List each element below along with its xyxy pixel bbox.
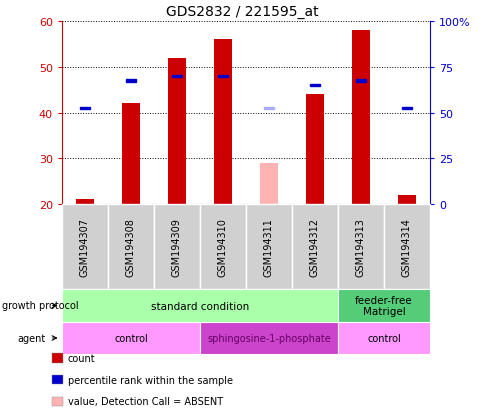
Text: percentile rank within the sample: percentile rank within the sample <box>68 375 232 385</box>
Text: sphingosine-1-phosphate: sphingosine-1-phosphate <box>207 333 330 343</box>
Bar <box>259 164 278 204</box>
Text: control: control <box>114 333 148 343</box>
Text: control: control <box>366 333 400 343</box>
Bar <box>305 95 323 204</box>
Bar <box>246 204 291 289</box>
Bar <box>213 40 232 204</box>
Text: GSM194313: GSM194313 <box>355 218 365 276</box>
Bar <box>337 289 429 322</box>
Text: GSM194307: GSM194307 <box>80 218 90 276</box>
Bar <box>401 107 411 110</box>
Text: GSM194308: GSM194308 <box>126 218 136 276</box>
Bar <box>355 80 365 83</box>
Bar <box>217 76 227 78</box>
Bar <box>292 204 337 289</box>
Text: count: count <box>68 353 95 363</box>
Bar <box>397 195 415 204</box>
Text: value, Detection Call = ABSENT: value, Detection Call = ABSENT <box>68 396 223 406</box>
Bar <box>337 322 429 354</box>
Text: standard condition: standard condition <box>151 301 249 311</box>
Text: agent: agent <box>17 333 45 343</box>
Bar <box>199 322 337 354</box>
Bar <box>167 59 186 204</box>
Text: GSM194310: GSM194310 <box>217 218 227 276</box>
Text: feeder-free
Matrigel: feeder-free Matrigel <box>354 295 412 316</box>
Bar <box>80 107 90 110</box>
Text: GSM194309: GSM194309 <box>172 218 182 276</box>
Bar <box>62 204 107 289</box>
Text: GSM194311: GSM194311 <box>263 218 273 276</box>
Text: growth protocol: growth protocol <box>2 301 79 311</box>
Bar <box>200 204 245 289</box>
Bar <box>76 200 94 204</box>
Bar <box>384 204 429 289</box>
Bar <box>62 289 337 322</box>
Bar <box>309 85 319 87</box>
Bar <box>154 204 199 289</box>
Text: GSM194312: GSM194312 <box>309 218 319 276</box>
Bar <box>263 107 273 110</box>
Bar <box>338 204 383 289</box>
Text: GSM194314: GSM194314 <box>401 218 411 276</box>
Bar <box>108 204 153 289</box>
Bar <box>62 322 199 354</box>
Bar <box>121 104 140 204</box>
Bar <box>126 80 136 83</box>
Text: GDS2832 / 221595_at: GDS2832 / 221595_at <box>166 5 318 19</box>
Bar <box>172 76 182 78</box>
Bar <box>351 31 369 204</box>
